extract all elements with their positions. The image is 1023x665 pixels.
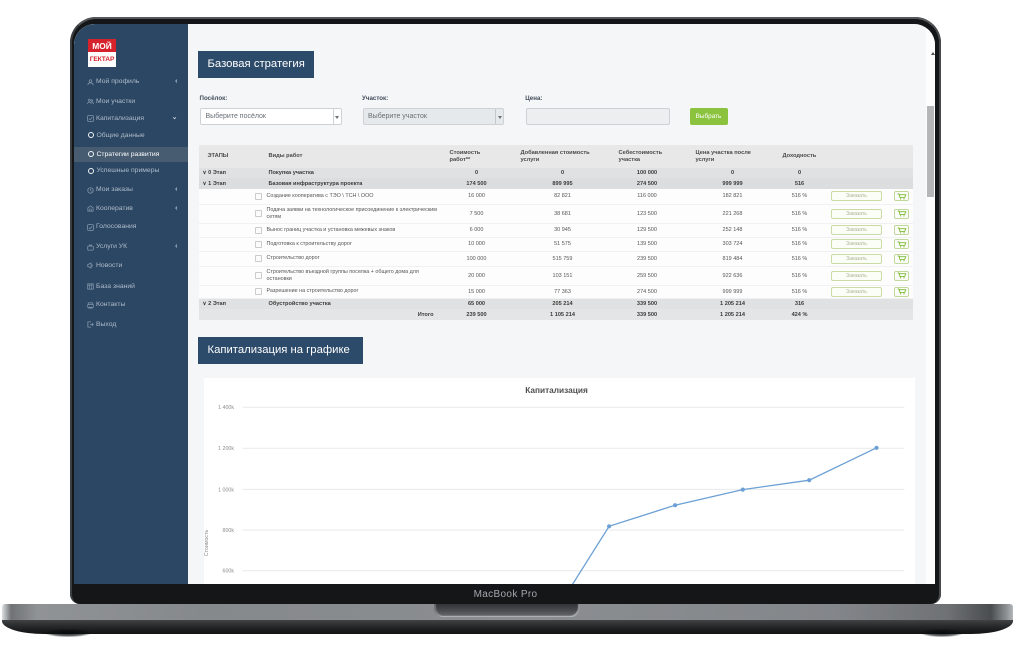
svg-text:600k: 600k	[223, 569, 235, 575]
svg-text:1 400k: 1 400k	[218, 405, 234, 411]
svg-text:Стоимость: Стоимость	[204, 530, 210, 557]
svg-text:800k: 800k	[223, 528, 235, 534]
svg-text:Капитализация: Капитализация	[525, 385, 588, 395]
svg-text:1 000k: 1 000k	[218, 487, 234, 493]
svg-text:1 200k: 1 200k	[218, 446, 234, 452]
